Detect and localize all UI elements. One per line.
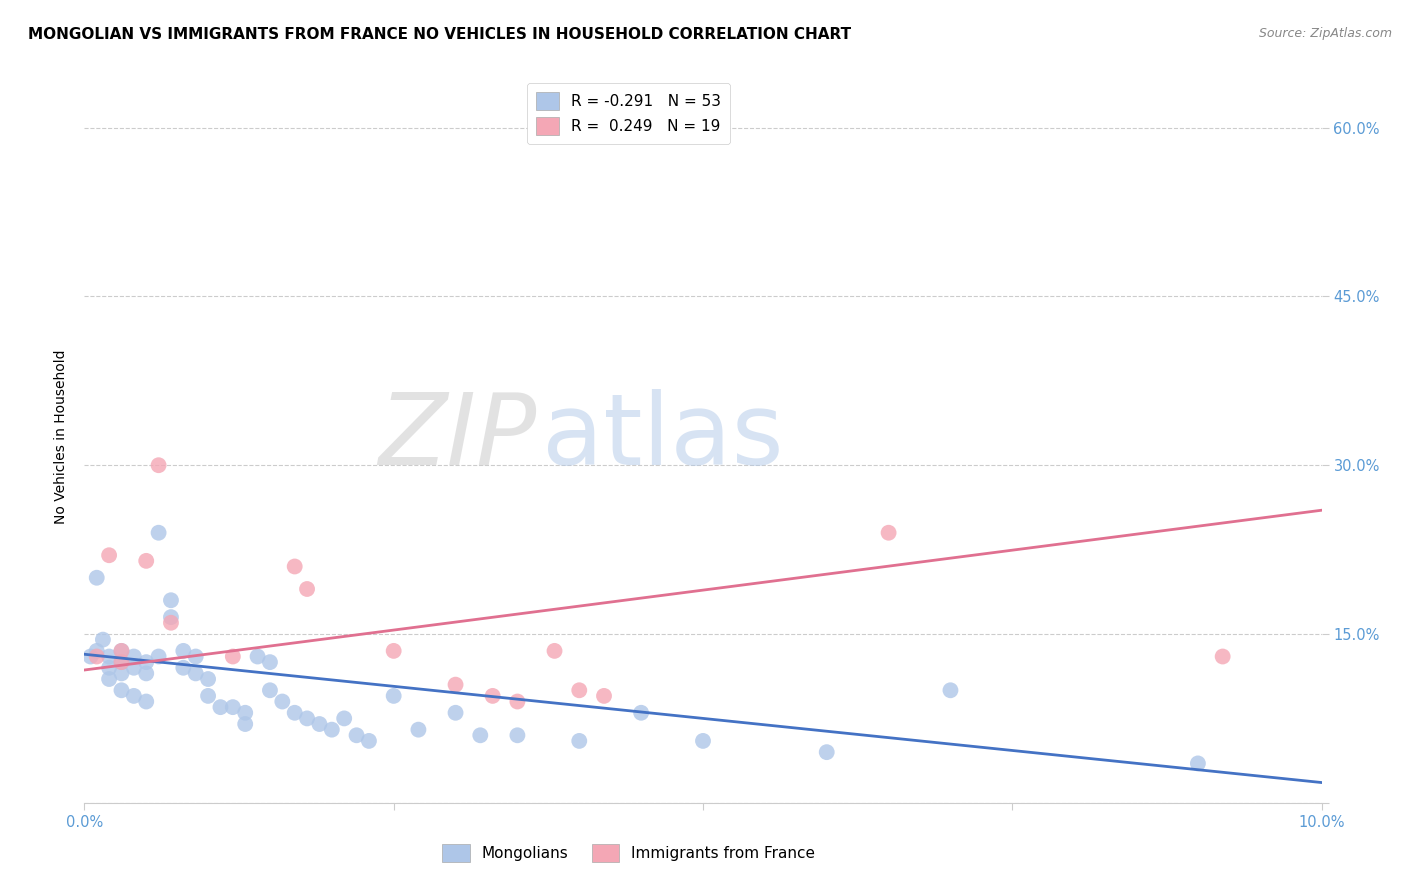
Point bbox=[148, 458, 170, 473]
Point bbox=[86, 649, 108, 664]
Text: atlas: atlas bbox=[543, 389, 783, 485]
Point bbox=[593, 689, 616, 703]
Text: ZIP: ZIP bbox=[378, 389, 536, 485]
Point bbox=[122, 689, 145, 703]
Point bbox=[110, 655, 132, 669]
Legend: Mongolians, Immigrants from France: Mongolians, Immigrants from France bbox=[436, 838, 821, 868]
Point bbox=[184, 649, 207, 664]
Point bbox=[172, 661, 194, 675]
Text: MONGOLIAN VS IMMIGRANTS FROM FRANCE NO VEHICLES IN HOUSEHOLD CORRELATION CHART: MONGOLIAN VS IMMIGRANTS FROM FRANCE NO V… bbox=[28, 27, 851, 42]
Point bbox=[284, 706, 307, 720]
Point bbox=[172, 644, 194, 658]
Point bbox=[79, 649, 101, 664]
Point bbox=[246, 649, 269, 664]
Point bbox=[877, 525, 900, 540]
Point bbox=[444, 678, 467, 692]
Point bbox=[86, 644, 108, 658]
Point bbox=[135, 554, 157, 568]
Point bbox=[135, 655, 157, 669]
Point bbox=[160, 593, 183, 607]
Point bbox=[122, 661, 145, 675]
Point bbox=[98, 661, 121, 675]
Point bbox=[233, 706, 256, 720]
Point bbox=[110, 644, 132, 658]
Point bbox=[815, 745, 838, 759]
Point bbox=[110, 655, 132, 669]
Point bbox=[481, 689, 503, 703]
Y-axis label: No Vehicles in Household: No Vehicles in Household bbox=[55, 350, 69, 524]
Point bbox=[148, 649, 170, 664]
Point bbox=[444, 706, 467, 720]
Point bbox=[295, 582, 318, 596]
Point bbox=[259, 655, 281, 669]
Point bbox=[222, 649, 245, 664]
Point bbox=[233, 717, 256, 731]
Point bbox=[160, 615, 183, 630]
Point bbox=[284, 559, 307, 574]
Point bbox=[382, 644, 405, 658]
Point bbox=[295, 711, 318, 725]
Point bbox=[197, 672, 219, 686]
Point bbox=[357, 734, 380, 748]
Point bbox=[110, 666, 132, 681]
Point bbox=[568, 734, 591, 748]
Point bbox=[197, 689, 219, 703]
Point bbox=[91, 632, 114, 647]
Point bbox=[148, 525, 170, 540]
Point bbox=[271, 694, 294, 708]
Point bbox=[382, 689, 405, 703]
Point bbox=[939, 683, 962, 698]
Point bbox=[408, 723, 430, 737]
Point bbox=[630, 706, 652, 720]
Point bbox=[135, 694, 157, 708]
Point bbox=[184, 666, 207, 681]
Point bbox=[135, 666, 157, 681]
Point bbox=[98, 649, 121, 664]
Point bbox=[308, 717, 330, 731]
Point bbox=[160, 610, 183, 624]
Point bbox=[98, 672, 121, 686]
Point bbox=[470, 728, 492, 742]
Point bbox=[259, 683, 281, 698]
Point bbox=[1212, 649, 1234, 664]
Point bbox=[110, 683, 132, 698]
Point bbox=[209, 700, 232, 714]
Point bbox=[543, 644, 565, 658]
Point bbox=[98, 548, 121, 562]
Point bbox=[333, 711, 356, 725]
Point bbox=[506, 728, 529, 742]
Point bbox=[86, 571, 108, 585]
Point bbox=[692, 734, 714, 748]
Point bbox=[110, 644, 132, 658]
Point bbox=[346, 728, 368, 742]
Point bbox=[321, 723, 343, 737]
Point bbox=[222, 700, 245, 714]
Text: Source: ZipAtlas.com: Source: ZipAtlas.com bbox=[1258, 27, 1392, 40]
Point bbox=[568, 683, 591, 698]
Point bbox=[1187, 756, 1209, 771]
Point bbox=[122, 649, 145, 664]
Point bbox=[506, 694, 529, 708]
